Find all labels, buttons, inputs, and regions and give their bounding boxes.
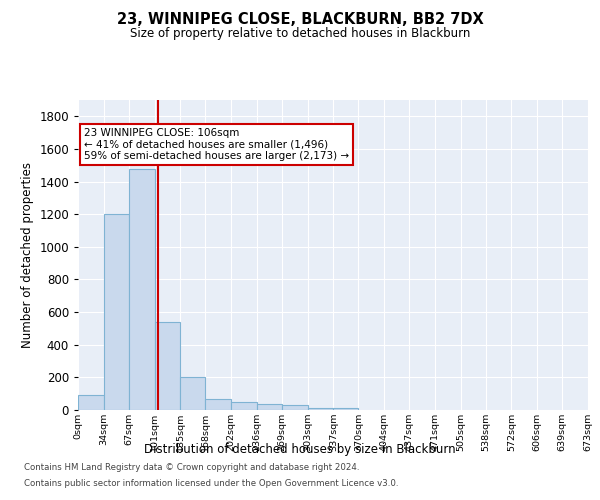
Bar: [104, 214, 129, 410]
Bar: [334, 408, 358, 410]
Bar: [155, 322, 181, 410]
Bar: [257, 404, 282, 410]
Bar: [78, 396, 104, 410]
Bar: [308, 408, 334, 410]
Bar: [282, 406, 308, 410]
Text: Distribution of detached houses by size in Blackburn: Distribution of detached houses by size …: [144, 442, 456, 456]
Y-axis label: Number of detached properties: Number of detached properties: [20, 162, 34, 348]
Text: Contains public sector information licensed under the Open Government Licence v3: Contains public sector information licen…: [24, 478, 398, 488]
Bar: [181, 376, 205, 410]
Bar: [231, 402, 257, 410]
Text: 23 WINNIPEG CLOSE: 106sqm
← 41% of detached houses are smaller (1,496)
59% of se: 23 WINNIPEG CLOSE: 106sqm ← 41% of detac…: [84, 128, 349, 161]
Text: 23, WINNIPEG CLOSE, BLACKBURN, BB2 7DX: 23, WINNIPEG CLOSE, BLACKBURN, BB2 7DX: [116, 12, 484, 28]
Text: Size of property relative to detached houses in Blackburn: Size of property relative to detached ho…: [130, 28, 470, 40]
Bar: [129, 170, 155, 410]
Text: Contains HM Land Registry data © Crown copyright and database right 2024.: Contains HM Land Registry data © Crown c…: [24, 464, 359, 472]
Bar: [205, 399, 231, 410]
